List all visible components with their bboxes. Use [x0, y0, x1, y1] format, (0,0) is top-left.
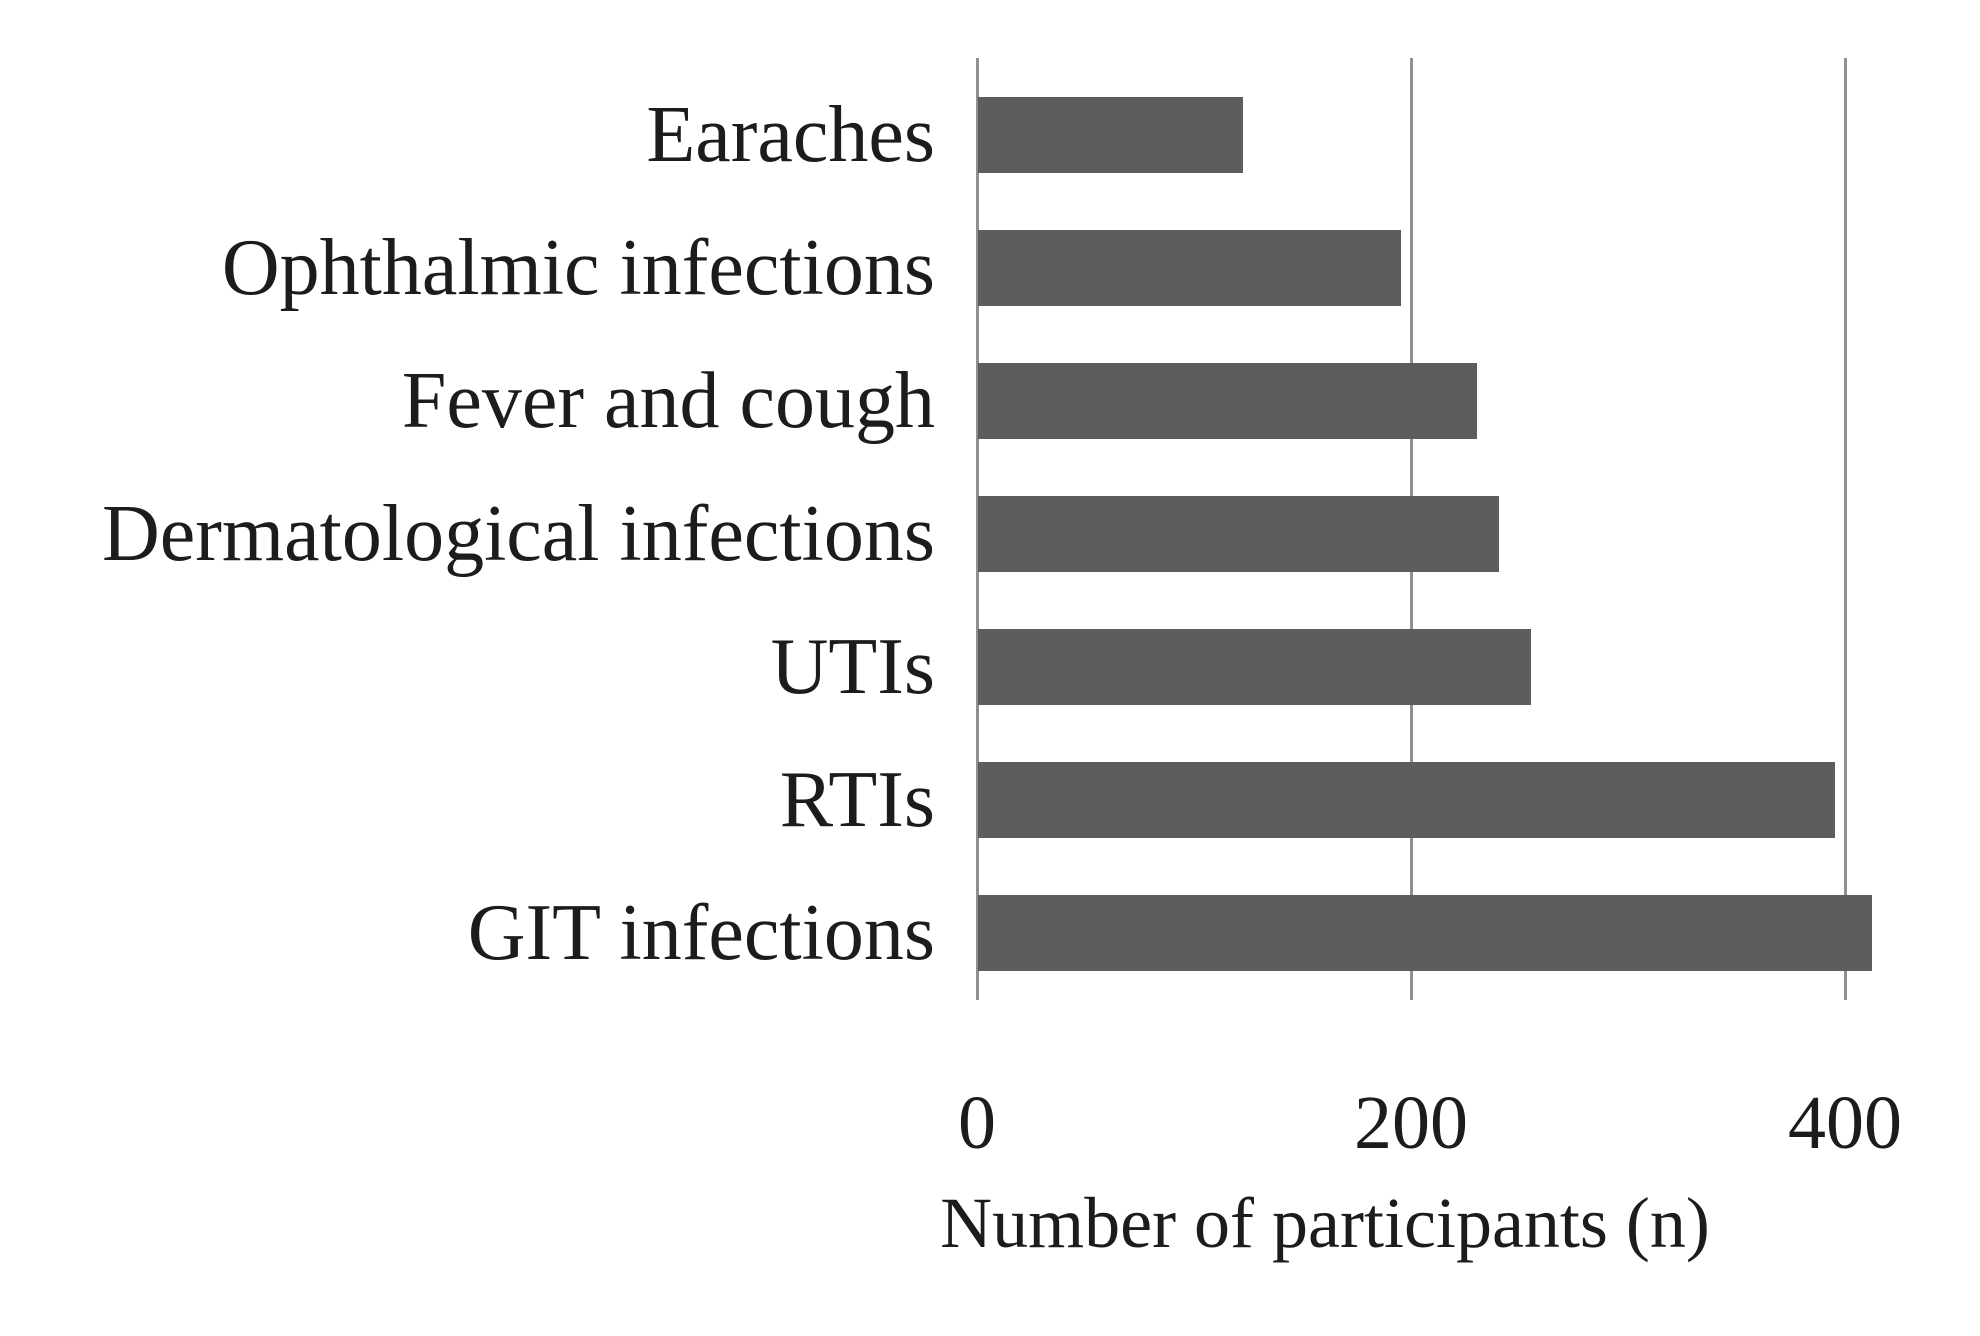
- category-label: Fever and cough: [401, 357, 935, 445]
- x-tick-label-0: 0: [958, 1081, 996, 1165]
- bar-rtis: [978, 762, 1835, 838]
- bar-utis: [978, 629, 1531, 705]
- bar-dermatological-infections: [978, 496, 1499, 572]
- bar-git-infections: [978, 895, 1872, 971]
- bar-earaches: [978, 97, 1243, 173]
- x-tick-label-200: 200: [1354, 1081, 1468, 1165]
- bar-ophthalmic-infections: [978, 230, 1401, 306]
- gridline-400: [1844, 58, 1847, 1000]
- x-tick-label-400: 400: [1788, 1081, 1902, 1165]
- category-label: GIT infections: [467, 889, 935, 977]
- category-label: RTIs: [779, 756, 935, 844]
- category-label: UTIs: [770, 623, 935, 711]
- gridline-0: [976, 58, 979, 1000]
- category-label: Dermatological infections: [101, 490, 935, 578]
- x-axis-title: Number of participants (n): [940, 1183, 1710, 1263]
- bar-fever-and-cough: [978, 363, 1477, 439]
- category-label: Ophthalmic infections: [221, 224, 935, 312]
- category-label: Earaches: [646, 91, 935, 179]
